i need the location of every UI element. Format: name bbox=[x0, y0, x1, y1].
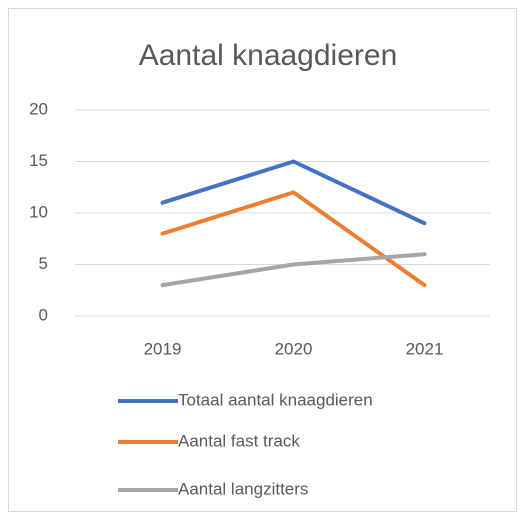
series-line bbox=[160, 252, 427, 288]
series-line bbox=[160, 159, 427, 226]
y-tick-label: 5 bbox=[39, 254, 48, 273]
legend-label: Totaal aantal knaagdieren bbox=[178, 390, 373, 409]
legend-label: Aantal langzitters bbox=[178, 479, 308, 498]
y-tick-label: 10 bbox=[29, 202, 48, 221]
x-tick-label: 2021 bbox=[406, 339, 444, 358]
chart-border bbox=[8, 8, 517, 512]
x-tick-label: 2020 bbox=[275, 339, 313, 358]
y-tick-label: 0 bbox=[39, 305, 48, 324]
chart-title: Aantal knaagdieren bbox=[139, 39, 398, 72]
x-tick-label: 2019 bbox=[144, 339, 182, 358]
legend-label: Aantal fast track bbox=[178, 431, 300, 450]
series-line bbox=[160, 190, 427, 288]
y-tick-label: 20 bbox=[29, 99, 48, 118]
y-tick-label: 15 bbox=[29, 151, 48, 170]
